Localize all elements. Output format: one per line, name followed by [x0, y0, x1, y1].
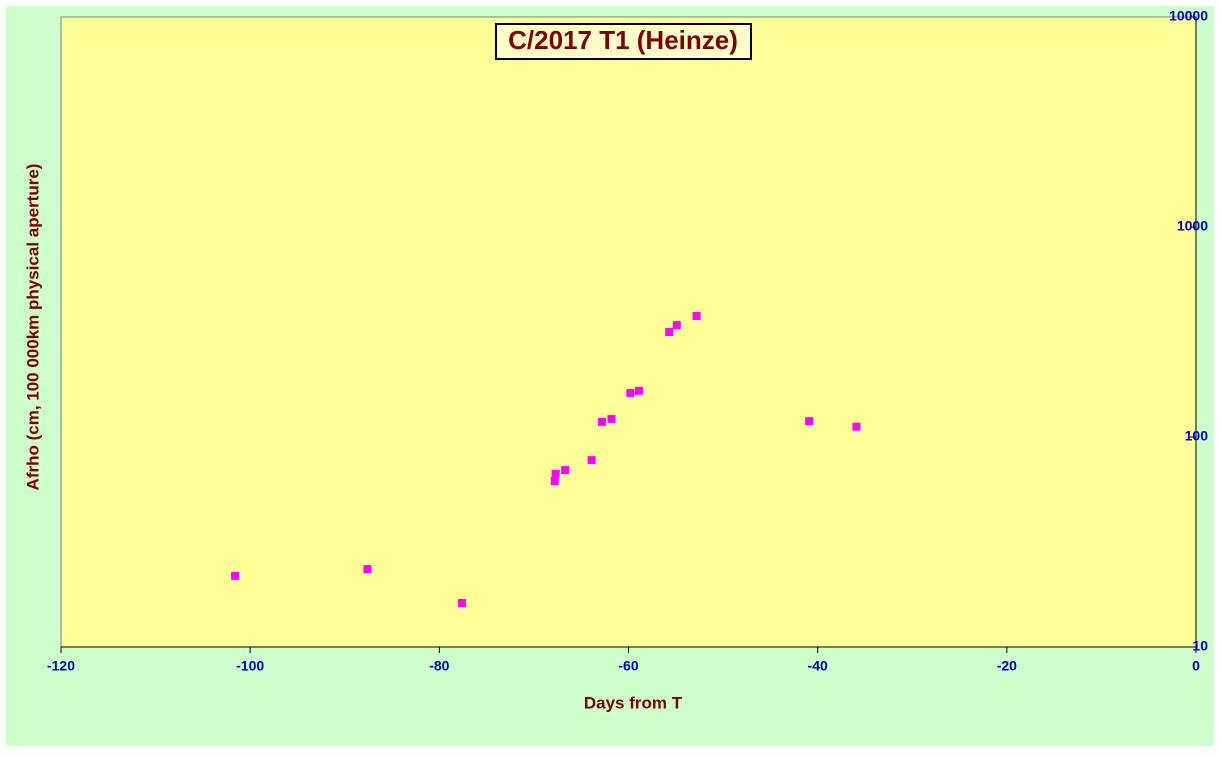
point	[231, 571, 240, 580]
x-tick-label: -100	[236, 658, 264, 674]
plot-area	[60, 16, 1197, 648]
point	[551, 469, 560, 478]
point	[550, 477, 559, 486]
x-tick-label: -40	[808, 658, 828, 674]
x-tick-label: -120	[47, 658, 75, 674]
point	[634, 386, 643, 395]
title-box	[495, 23, 752, 60]
point	[561, 466, 570, 475]
point	[587, 456, 596, 465]
x-tick-label: 0	[1192, 658, 1200, 674]
point	[363, 565, 372, 574]
point	[665, 328, 674, 337]
x-tick-label: -20	[997, 658, 1017, 674]
x-axis-label: Days from T	[584, 693, 683, 712]
point	[692, 311, 701, 320]
y-tick-label: 1000	[1177, 218, 1208, 234]
y-tick-label: 10000	[1169, 8, 1208, 24]
point	[607, 414, 616, 423]
chart-title: C/2017 T1 (Heinze)	[508, 25, 738, 55]
x-tick-label: -80	[429, 658, 449, 674]
y-tick-label: 100	[1185, 428, 1209, 444]
point	[458, 599, 467, 608]
point	[672, 321, 681, 330]
point	[626, 389, 635, 398]
point	[805, 417, 814, 426]
y-tick-label: 10	[1192, 638, 1208, 654]
point	[598, 417, 607, 426]
x-tick-label: -60	[618, 658, 638, 674]
point	[852, 422, 861, 431]
y-axis-label: Afrho (cm, 100 000km physical aperture)	[23, 164, 42, 491]
